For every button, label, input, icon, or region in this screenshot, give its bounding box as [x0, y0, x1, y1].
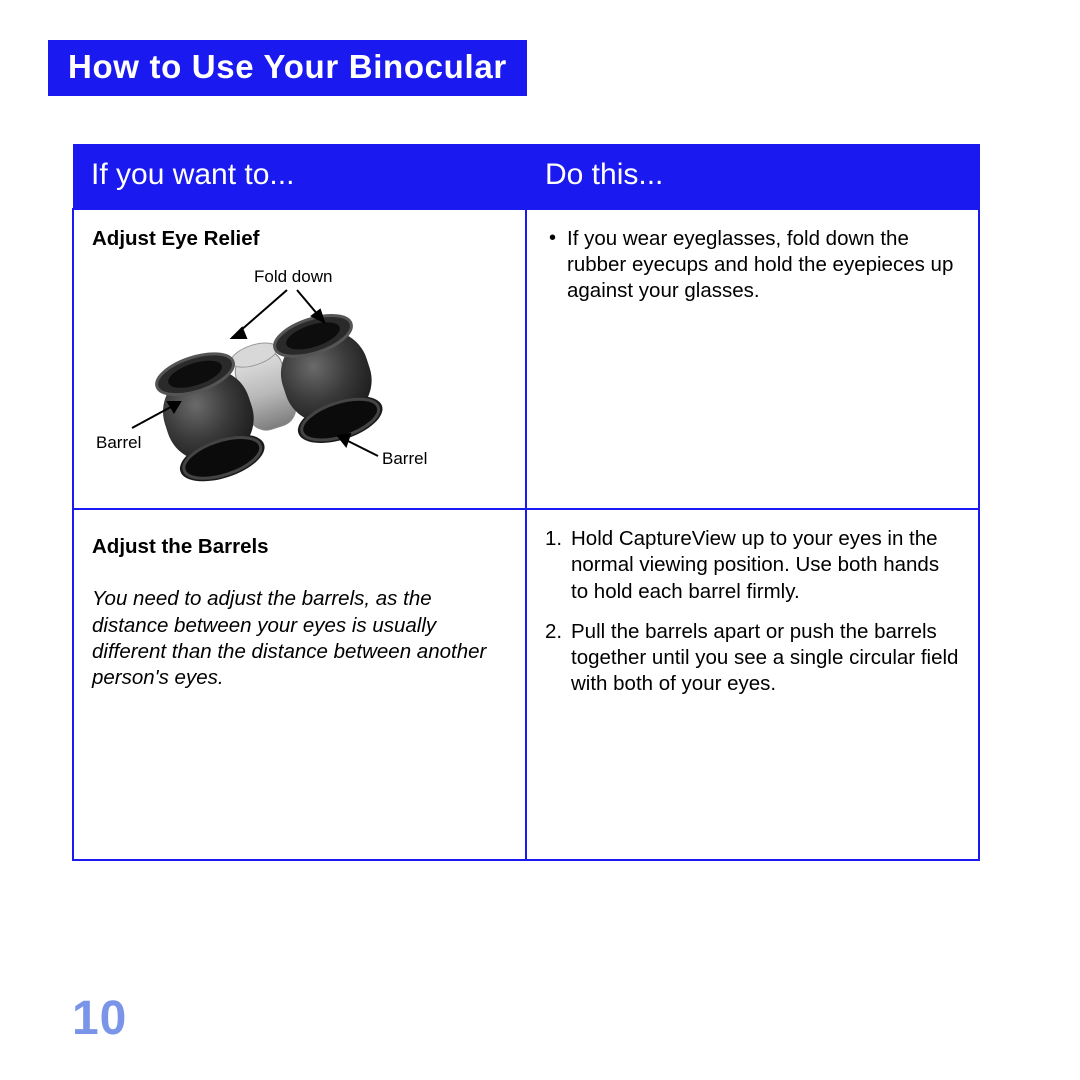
instructions-table-wrap: If you want to... Do this... Adjust Eye … — [72, 144, 980, 861]
bullet-list: If you wear eyeglasses, fold down the ru… — [545, 226, 960, 305]
diagram-label-fold-down: Fold down — [254, 266, 332, 288]
col-header-do: Do this... — [526, 144, 979, 209]
instructions-table: If you want to... Do this... Adjust Eye … — [72, 144, 980, 861]
diagram-label-barrel-left: Barrel — [96, 432, 141, 454]
row-title-barrels: Adjust the Barrels — [92, 534, 507, 560]
list-item: Hold CaptureView up to your eyes in the … — [545, 526, 960, 605]
table-row: Adjust Eye Relief — [73, 209, 979, 509]
table-row: Adjust the Barrels You need to adjust th… — [73, 509, 979, 729]
list-item: If you wear eyeglasses, fold down the ru… — [545, 226, 960, 305]
list-item: Pull the barrels apart or push the barre… — [545, 619, 960, 698]
table-row-spacer — [73, 730, 979, 860]
col-header-want: If you want to... — [73, 144, 526, 209]
binocular-diagram: Fold down Barrel Barrel — [92, 260, 452, 490]
diagram-label-barrel-right: Barrel — [382, 448, 427, 470]
numbered-list: Hold CaptureView up to your eyes in the … — [545, 526, 960, 697]
row-title-eye-relief: Adjust Eye Relief — [92, 226, 507, 252]
page-number: 10 — [72, 991, 127, 1046]
page-title: How to Use Your Binocular — [48, 40, 527, 96]
italic-note: You need to adjust the barrels, as the d… — [92, 586, 507, 691]
